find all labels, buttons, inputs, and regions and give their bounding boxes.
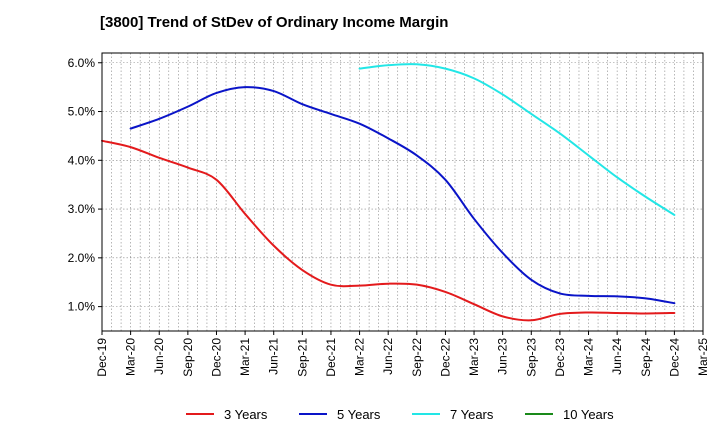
series-line-7-years — [358, 63, 676, 216]
series-line-5-years — [129, 86, 676, 305]
legend-label-10-years: 10 Years — [563, 407, 614, 422]
legend-label-7-years: 7 Years — [450, 407, 494, 422]
x-tick-label: Sep-24 — [639, 338, 653, 377]
chart-title: [3800] Trend of StDev of Ordinary Income… — [100, 14, 449, 31]
y-tick-label: 5.0% — [68, 105, 96, 119]
legend: 3 Years 5 Years 7 Years 10 Years — [186, 407, 614, 422]
x-tick-label: Sep-21 — [295, 338, 309, 377]
plot-frame — [101, 52, 704, 332]
x-tick-label: Dec-23 — [553, 338, 567, 377]
grid — [102, 53, 703, 331]
y-tick-label: 4.0% — [68, 153, 96, 167]
x-tick-label: Dec-21 — [324, 338, 338, 377]
x-tick-label: Dec-22 — [438, 338, 452, 377]
legend-label-5-years: 5 Years — [337, 407, 381, 422]
series-line-3-years — [101, 139, 676, 322]
x-tick-label: Jun-22 — [381, 338, 395, 375]
y-tick-label: 6.0% — [68, 56, 96, 70]
x-tick-label: Jun-21 — [267, 338, 281, 375]
x-tick-label: Sep-20 — [181, 338, 195, 377]
x-tick-label: Mar-21 — [238, 338, 252, 376]
x-tick-label: Mar-22 — [353, 338, 367, 376]
x-tick-label: Jun-24 — [610, 338, 624, 375]
x-tick-label: Dec-24 — [667, 338, 681, 377]
x-tick-label: Mar-23 — [467, 338, 481, 376]
x-tick-label: Mar-20 — [124, 338, 138, 376]
x-tick-label: Jun-23 — [496, 338, 510, 375]
x-tick-label: Sep-23 — [524, 338, 538, 377]
y-tick-label: 3.0% — [68, 202, 96, 216]
x-tick-label: Sep-22 — [410, 338, 424, 377]
legend-label-3-years: 3 Years — [224, 407, 268, 422]
x-axis-ticks: Dec-19 Mar-20 Jun-20 Sep-20 Dec-20 Mar-21 Jun-… — [95, 331, 710, 377]
series-lines — [101, 63, 676, 322]
y-axis-ticks: 1.0% 2.0% 3.0% 4.0% 5.0% 6.0% — [68, 56, 102, 314]
x-tick-label: Jun-20 — [152, 338, 166, 375]
x-tick-label: Dec-20 — [209, 338, 223, 377]
x-tick-label: Mar-24 — [582, 338, 596, 376]
y-tick-label: 2.0% — [68, 251, 96, 265]
x-tick-label: Dec-19 — [95, 338, 109, 377]
y-tick-label: 1.0% — [68, 300, 96, 314]
x-tick-label: Mar-25 — [696, 338, 710, 376]
